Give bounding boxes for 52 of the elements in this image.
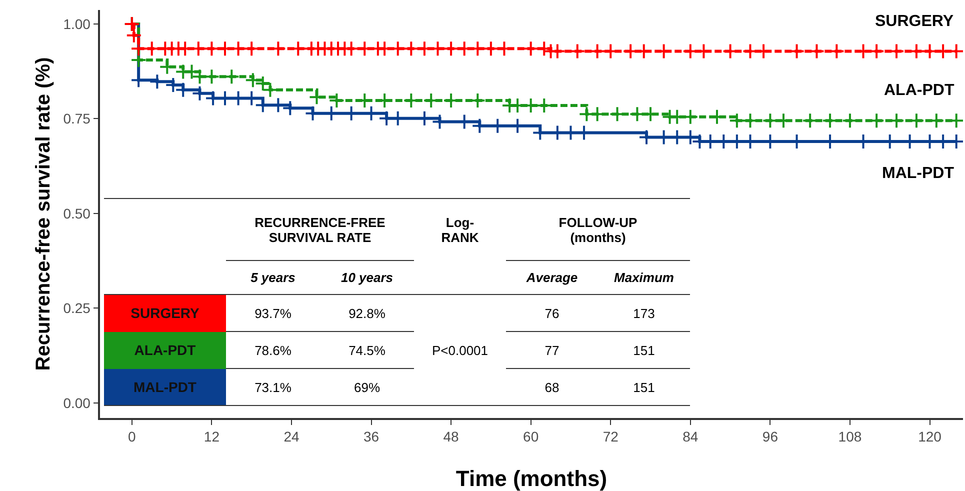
x-tick-label: 12	[204, 428, 220, 445]
y-tick-label: 1.00	[63, 16, 91, 32]
annotation: 173	[598, 294, 690, 332]
annotation: 76	[506, 294, 598, 332]
x-tick-label: 96	[762, 428, 778, 445]
point	[328, 92, 345, 109]
series-label: ALA-PDT	[884, 82, 954, 99]
point	[403, 40, 420, 57]
x-tick-label: 60	[523, 428, 539, 445]
x-tick-label: 72	[602, 428, 619, 445]
text: MAL-PDT	[134, 378, 196, 395]
annotation: 69%	[320, 368, 414, 406]
annotation: RECURRENCE-FREE SURVIVAL RATE	[226, 198, 414, 260]
y-tick-label: 0.25	[63, 300, 91, 316]
point	[126, 27, 142, 44]
series-label: MAL-PDT	[882, 165, 954, 182]
annotation: 77	[506, 332, 598, 368]
annotation: 151	[598, 332, 690, 368]
y-tick-label: 0.75	[63, 110, 91, 127]
annotation: 10 years	[320, 260, 414, 294]
annotation: 68	[506, 368, 598, 406]
point	[482, 40, 499, 57]
text: SURGERY	[130, 305, 200, 322]
x-tick-label: 0	[128, 428, 136, 445]
annotation: 151	[598, 368, 690, 406]
x-tick-label: 120	[918, 428, 942, 445]
y-axis-title: Recurrence-free survival rate (%)	[32, 57, 54, 371]
annotation: 92.8%	[320, 294, 414, 332]
point	[443, 40, 460, 57]
annotation: FOLLOW-UP (months)	[558, 214, 638, 244]
x-tick-label: 36	[363, 428, 380, 445]
x-tick-label: 84	[682, 428, 698, 445]
annotation: 78.6%	[226, 332, 320, 368]
x-tick-label: 24	[284, 428, 300, 445]
annotation: P<0.0001	[414, 294, 506, 406]
annotation: 93.7%	[226, 294, 320, 332]
point	[728, 112, 745, 129]
x-tick-label: 108	[838, 428, 862, 445]
text: ALA-PDT	[134, 342, 196, 358]
x-tick-label: 48	[443, 428, 460, 445]
annotation: Average	[506, 260, 598, 294]
y-tick-label: 0.00	[63, 394, 91, 411]
annotation: 73.1%	[226, 368, 320, 406]
annotation: Log-RANK	[440, 214, 480, 245]
annotation: 5 years	[226, 260, 320, 294]
point	[522, 40, 539, 57]
series-label: SURGERY	[875, 13, 954, 30]
annotation: Maximum	[598, 260, 690, 294]
x-axis-title: Time (months)	[456, 466, 608, 491]
annotation: 74.5%	[320, 332, 414, 368]
point	[536, 97, 552, 114]
y-tick-label: 0.50	[63, 205, 91, 222]
